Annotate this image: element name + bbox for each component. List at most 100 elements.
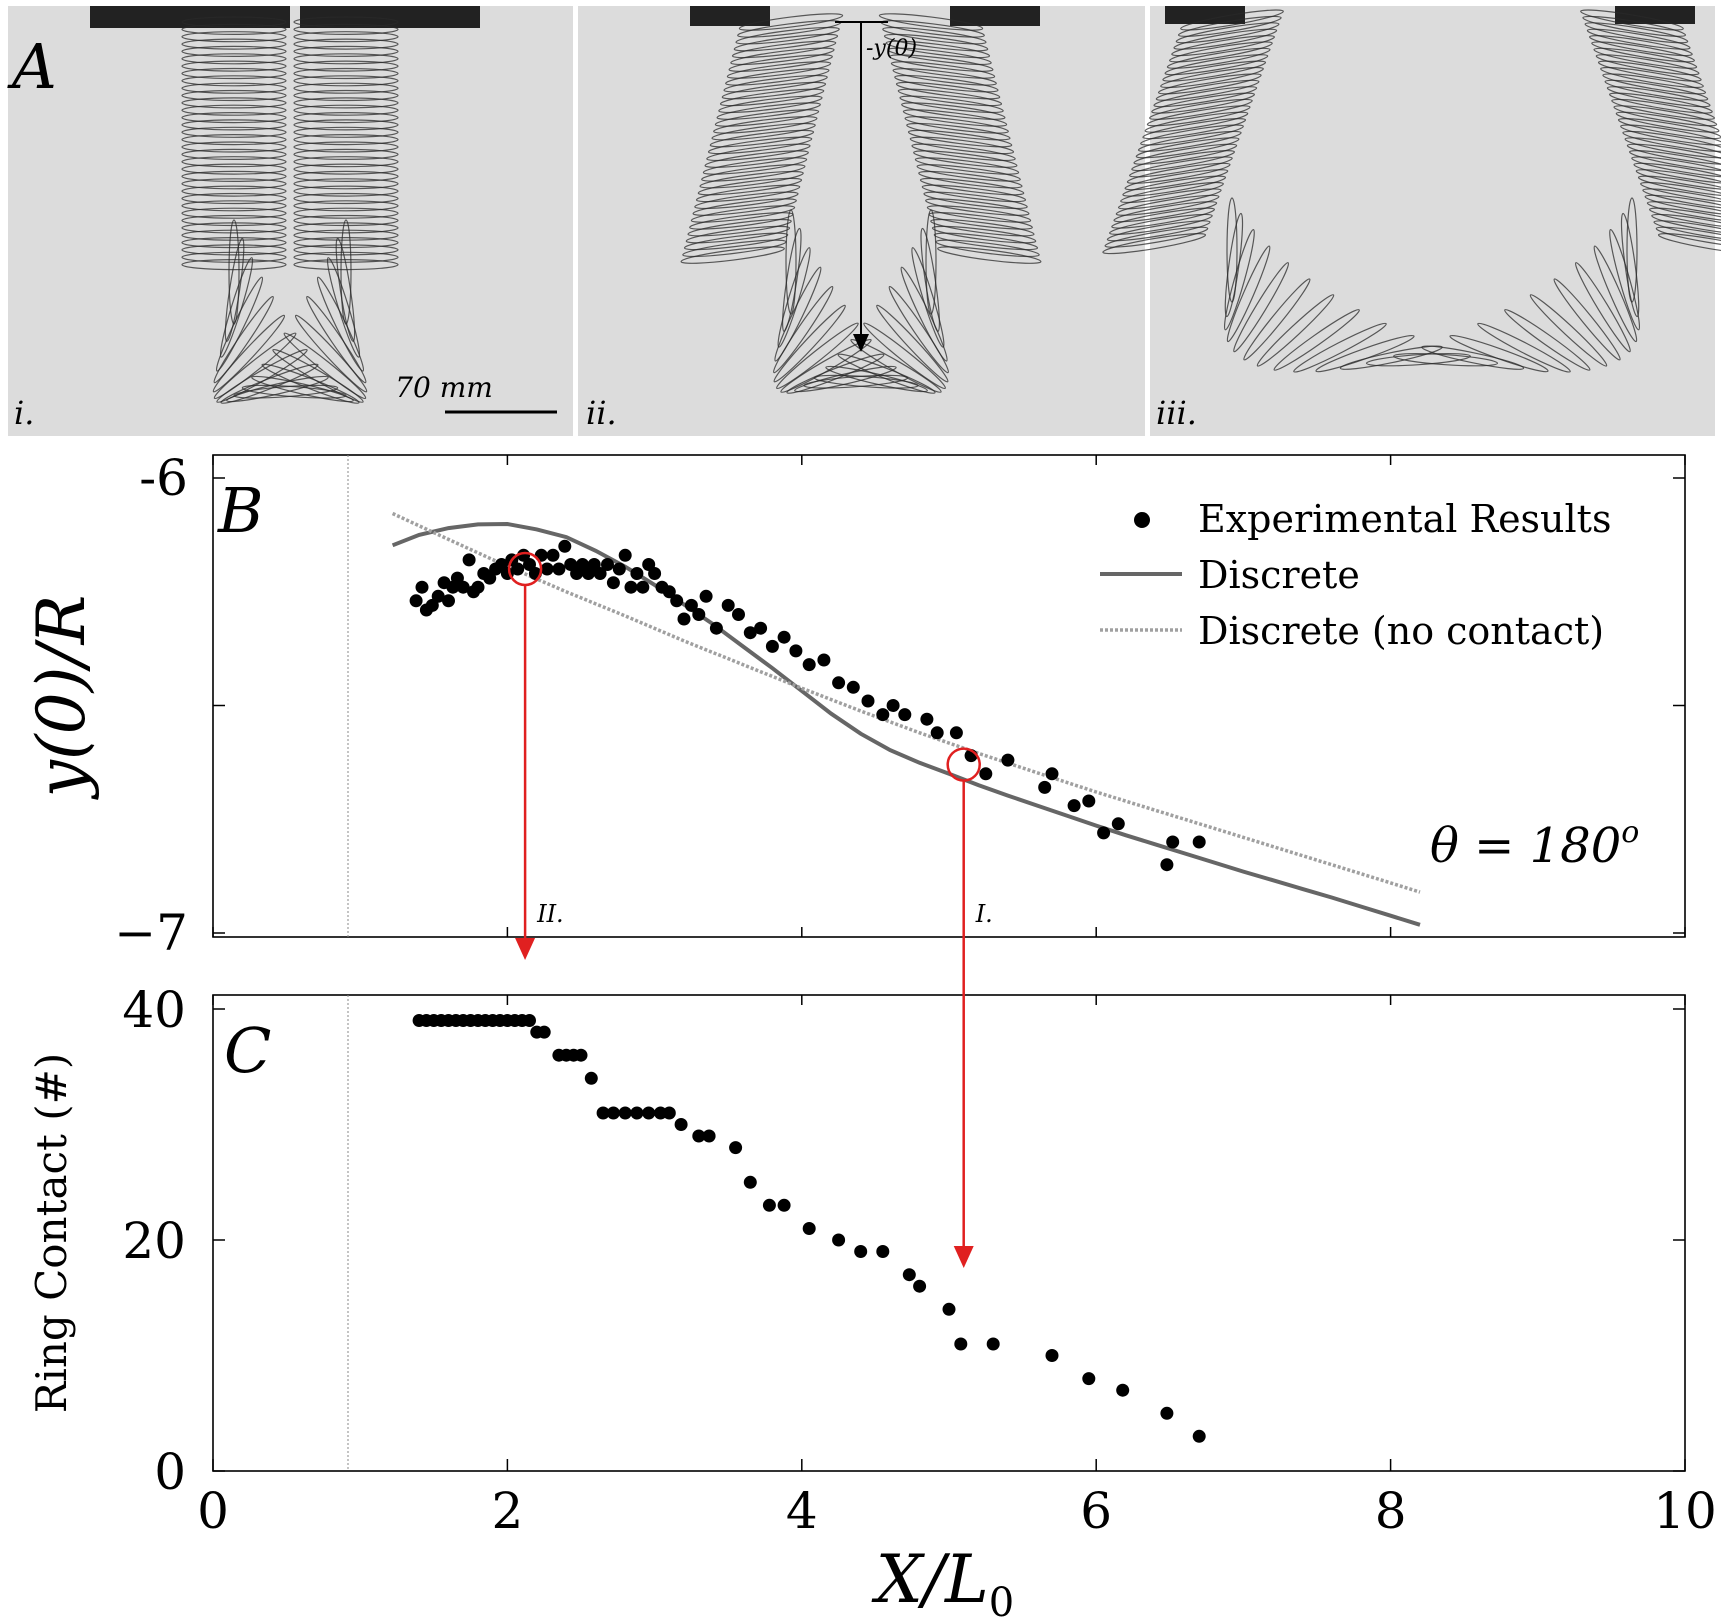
coil-ring [1606, 86, 1711, 108]
coil-ring [1644, 194, 1721, 216]
coil-ring [1111, 207, 1215, 229]
coil-ring [1622, 130, 1721, 152]
slinky-coils-i [181, 16, 399, 404]
coil-ring [1157, 73, 1262, 95]
coil-ring [293, 148, 399, 160]
data-point-experimental [1166, 835, 1180, 849]
panel-letter-a: A [7, 30, 57, 103]
photo-label-ii: ii. [586, 394, 617, 432]
coil-ring [181, 222, 287, 234]
coil-ring [680, 246, 785, 264]
legend-label-discrete: Discrete [1198, 553, 1360, 597]
coil-ring [1117, 188, 1222, 210]
x-tick-label: 4 [786, 1482, 818, 1540]
coil-ring [906, 122, 1011, 141]
coil-ring [181, 200, 287, 212]
coil-ring [1589, 35, 1693, 57]
data-point-ring-contact [618, 1106, 632, 1120]
data-point-ring-contact [1116, 1383, 1130, 1397]
coil-ring [921, 184, 1027, 203]
coil-ring [890, 61, 996, 79]
coil-ring [730, 47, 835, 66]
x-tick-label: 10 [1653, 1482, 1717, 1540]
data-point-experimental [431, 589, 445, 603]
coil-ring [683, 232, 789, 251]
coil-ring [293, 192, 399, 205]
coil-ring [1151, 92, 1255, 114]
coil-ring [1113, 201, 1218, 223]
coil-ring [233, 384, 339, 399]
coil-ring [1131, 150, 1235, 172]
photo-label-i: i. [14, 394, 34, 432]
axes-c-frame [212, 994, 1686, 1472]
coil-ring [1173, 28, 1278, 50]
coil-ring [181, 104, 287, 116]
data-point-ring-contact [902, 1268, 916, 1282]
coil-ring [1175, 22, 1280, 44]
coil-ring [731, 40, 837, 59]
y-tick-label-c: 40 [122, 981, 186, 1039]
data-point-experimental [846, 680, 860, 694]
coil-ring [928, 212, 1033, 230]
data-point-ring-contact [942, 1302, 956, 1316]
coil-ring [1611, 98, 1715, 120]
data-point-experimental [754, 621, 768, 635]
x-tick-label: 0 [197, 1482, 229, 1540]
data-point-experimental [1038, 780, 1052, 794]
coil-ring [241, 384, 347, 399]
coil-ring [1164, 54, 1269, 76]
coil-ring [1256, 294, 1335, 367]
coil-ring [918, 170, 1023, 189]
coil-ring [1135, 137, 1240, 159]
coil-ring [1180, 9, 1284, 31]
coil-ring [283, 332, 367, 400]
data-point-ring-contact [537, 1025, 551, 1039]
coil-ring [1120, 181, 1224, 204]
coil-ring [887, 47, 992, 66]
highlight-circle [946, 747, 981, 782]
x-tick-label: 6 [1080, 1482, 1112, 1540]
data-point-experimental [709, 621, 723, 635]
coil-ring [181, 148, 287, 160]
data-point-experimental [920, 712, 934, 726]
x-axis-title-subscript: 0 [989, 1580, 1014, 1621]
coil-ring [1591, 41, 1695, 63]
coil-ring [181, 97, 287, 109]
coil-ring [293, 207, 399, 219]
scale-bar-label: 70 mm [395, 371, 493, 404]
coil-ring [181, 23, 287, 35]
data-point-ring-contact [1082, 1372, 1096, 1386]
coil-ring [251, 375, 354, 403]
coil-ring [181, 170, 287, 182]
panel-b: -6 −7 B Experimental Results Discrete Dis… [23, 449, 1686, 962]
coil-ring [916, 164, 1021, 182]
coil-ring [1449, 334, 1549, 373]
coil-ring [293, 104, 399, 116]
coil-ring [694, 191, 799, 210]
coil-ring [1529, 294, 1608, 367]
data-point-experimental [1192, 835, 1206, 849]
coil-ring [925, 198, 1030, 216]
series-experimental-points [409, 539, 1206, 872]
data-point-experimental [1160, 858, 1174, 872]
data-point-experimental [409, 594, 423, 608]
data-point-experimental [662, 585, 676, 599]
coil-ring [1122, 175, 1227, 197]
coil-ring [728, 54, 833, 72]
coil-ring [1629, 150, 1721, 172]
coil-ring [1126, 162, 1231, 184]
coil-ring [293, 163, 399, 175]
coil-ring [1160, 66, 1264, 89]
coil-ring [911, 143, 1016, 162]
legend-marker-experimental [1134, 512, 1150, 528]
coil-ring [1617, 118, 1721, 140]
highlight-markers: II. I. [507, 551, 993, 928]
coil-ring [1584, 22, 1689, 44]
coil-ring [1106, 220, 1211, 242]
connector-arrow-head [953, 1246, 974, 1268]
data-point-experimental [1097, 826, 1111, 840]
coil-ring [901, 102, 1006, 120]
coil-ring [902, 109, 1008, 127]
coil-ring [714, 109, 820, 127]
